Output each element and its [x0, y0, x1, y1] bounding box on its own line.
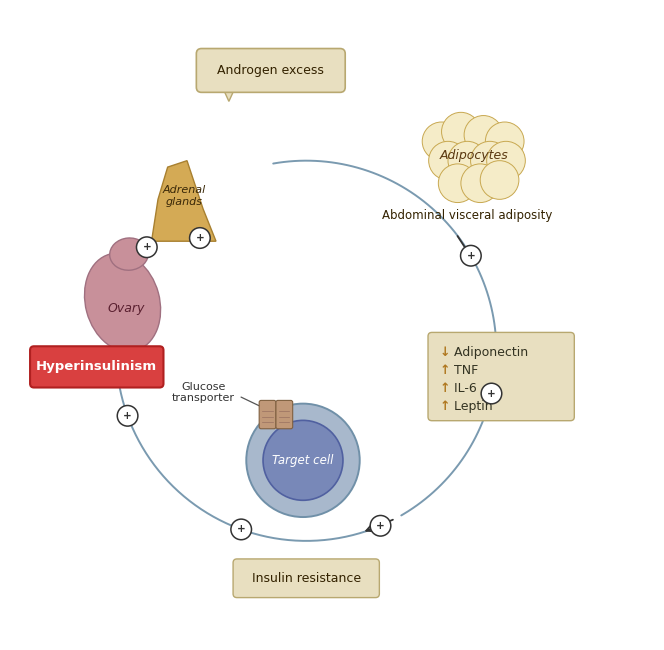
Circle shape	[190, 227, 210, 248]
Circle shape	[471, 141, 509, 180]
Text: Androgen excess: Androgen excess	[217, 64, 324, 77]
Text: +: +	[124, 411, 132, 421]
Text: ↑: ↑	[440, 363, 450, 376]
Circle shape	[485, 122, 524, 161]
FancyBboxPatch shape	[276, 400, 293, 429]
Text: Abdominal visceral adiposity: Abdominal visceral adiposity	[382, 209, 552, 222]
Circle shape	[481, 384, 502, 404]
Text: ↑: ↑	[440, 400, 450, 413]
Text: TNF: TNF	[450, 363, 478, 376]
Text: Target cell: Target cell	[272, 454, 334, 467]
Text: +: +	[195, 233, 205, 243]
Text: Hyperinsulinism: Hyperinsulinism	[37, 360, 157, 373]
Text: Insulin resistance: Insulin resistance	[252, 572, 361, 585]
FancyBboxPatch shape	[428, 332, 574, 421]
Circle shape	[422, 122, 461, 161]
Circle shape	[464, 116, 503, 154]
Text: ↑: ↑	[440, 382, 450, 395]
FancyBboxPatch shape	[30, 346, 163, 387]
Circle shape	[429, 141, 467, 180]
Text: ↓: ↓	[440, 346, 450, 359]
Text: Glucose
transporter: Glucose transporter	[171, 382, 234, 404]
FancyBboxPatch shape	[197, 49, 345, 92]
Circle shape	[137, 237, 157, 257]
Text: +: +	[237, 525, 246, 534]
Text: Leptin: Leptin	[450, 400, 493, 413]
Ellipse shape	[110, 238, 148, 270]
Text: IL-6: IL-6	[450, 382, 477, 395]
Circle shape	[480, 161, 519, 200]
FancyBboxPatch shape	[233, 559, 379, 597]
Circle shape	[371, 515, 391, 536]
Ellipse shape	[84, 254, 161, 352]
Circle shape	[231, 519, 252, 540]
Text: +: +	[467, 251, 475, 261]
Circle shape	[461, 164, 499, 203]
Circle shape	[263, 421, 343, 500]
Text: +: +	[487, 389, 496, 398]
Text: Adiponectin: Adiponectin	[450, 346, 528, 359]
Circle shape	[118, 406, 138, 426]
Polygon shape	[222, 87, 235, 101]
Circle shape	[461, 246, 481, 266]
Circle shape	[448, 141, 487, 180]
Circle shape	[487, 141, 525, 180]
Text: Ovary: Ovary	[107, 302, 145, 315]
Circle shape	[442, 112, 480, 151]
Circle shape	[438, 164, 477, 203]
Text: Adrenal
glands: Adrenal glands	[162, 185, 205, 207]
Text: +: +	[142, 242, 151, 252]
Circle shape	[246, 404, 360, 517]
Text: Adipocytes: Adipocytes	[440, 149, 508, 162]
Polygon shape	[151, 161, 216, 241]
FancyBboxPatch shape	[259, 400, 276, 429]
Text: +: +	[376, 521, 385, 531]
